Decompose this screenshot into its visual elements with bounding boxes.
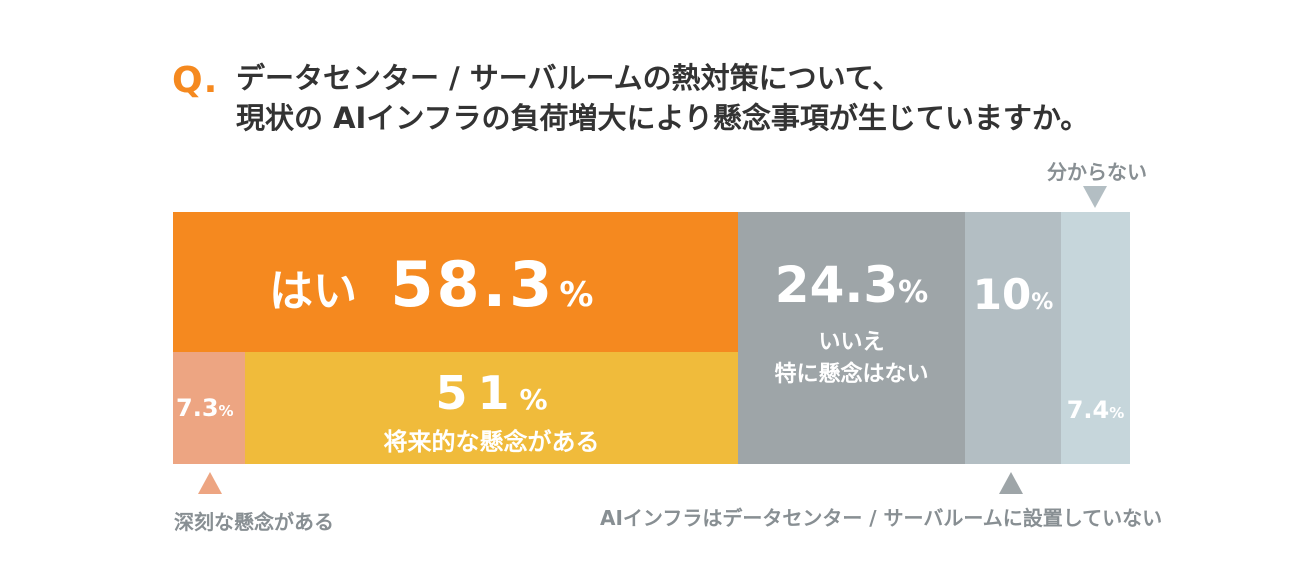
question-line-1: データセンター / サーバルームの熱対策について、 [236,61,902,95]
bar-unknown: 7.4% [1061,212,1130,464]
serious-label: 7.3% [176,394,234,422]
yes-value: 58.3 [390,248,556,321]
unknown-unit: % [1109,404,1125,422]
future-value: 51 [435,366,520,420]
future-value-label: 51% [245,366,738,420]
bar-no: 24.3% いいえ 特に懸念はない [738,212,965,464]
yes-label: はい 58.3% [269,248,593,321]
unknown-label: 7.4% [1061,396,1130,424]
question-text: データセンター / サーバルームの熱対策について、 現状の AIインフラの負荷増… [236,58,1089,138]
question-line-2: 現状の AIインフラの負荷増大により懸念事項が生じていますか。 [236,101,1090,135]
bar-yes: はい 58.3% [173,212,738,352]
no-value-label: 24.3% [738,256,965,314]
no-unit: % [898,275,929,310]
not-installed-note: AIインフラはデータセンター / サーバルームに設置していない [600,506,1163,530]
not-installed-unit: % [1031,290,1054,315]
future-unit: % [519,383,548,416]
not-installed-pointer-icon [999,472,1023,494]
serious-unit: % [218,402,234,420]
yes-unit: % [559,275,594,315]
future-text: 将来的な懸念がある [383,428,600,456]
no-text-line-2: 特に懸念はない [774,362,929,387]
unknown-note: 分からない [1047,160,1147,184]
unknown-value: 7.4 [1066,396,1110,424]
no-value: 24.3 [774,256,899,314]
serious-value: 7.3 [176,394,219,422]
question-mark: Q. [172,60,219,101]
unknown-pointer-icon [1083,186,1107,208]
bar-serious-concern: 7.3% [173,352,245,464]
serious-note: 深刻な懸念がある [174,510,334,534]
yes-text: はい [269,266,357,317]
no-text-line-1: いいえ [818,330,885,355]
not-installed-value: 10 [972,270,1032,319]
bar-not-installed: 10% [965,212,1061,464]
bar-future-concern: 51% 将来的な懸念がある [245,352,738,464]
not-installed-label: 10% [965,270,1061,319]
serious-pointer-icon [198,472,222,494]
